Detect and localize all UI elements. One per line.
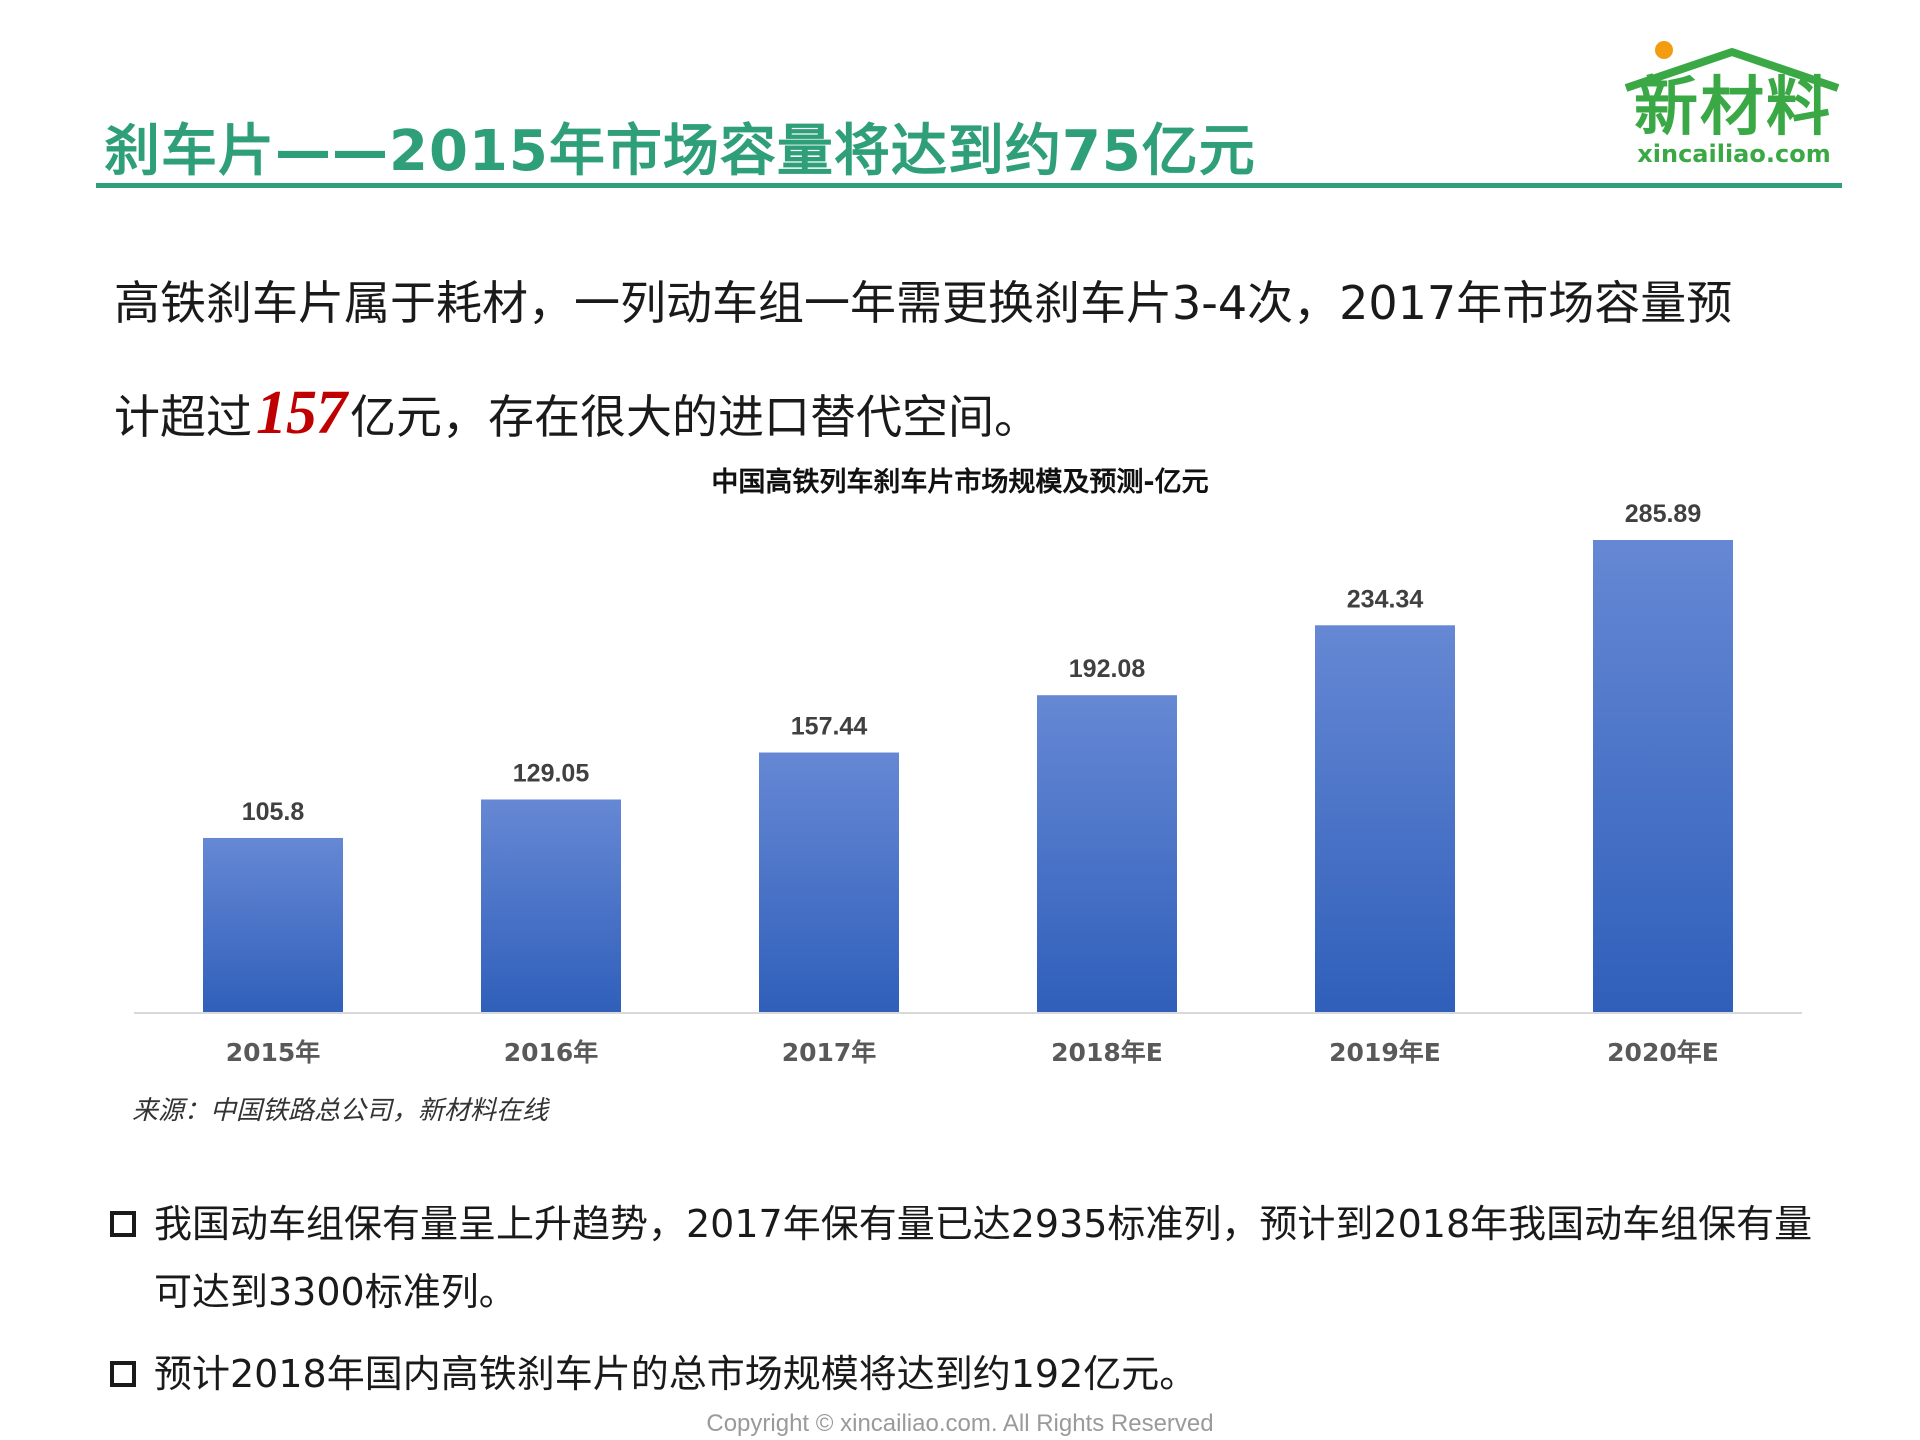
intro-paragraph: 高铁刹车片属于耗材，一列动车组一年需更换刹车片3-4次，2017年市场容量预 计… <box>114 248 1814 472</box>
data-label: 234.34 <box>1347 585 1424 613</box>
bar-chart: 105.8 2015年 129.05 2016年 157.44 2017年 192.08 20… <box>134 500 1802 1067</box>
data-label: 105.8 <box>242 798 305 826</box>
chart-source: 来源：中国铁路总公司，新材料在线 <box>132 1096 549 1126</box>
bar-2018年E <box>1037 695 1177 1013</box>
bullet-item: 预计2018年国内高铁刹车片的总市场规模将达到约192亿元。 <box>108 1340 1828 1408</box>
bullet-item: 我国动车组保有量呈上升趋势，2017年保有量已达2935标准列，预计到2018年… <box>108 1190 1828 1326</box>
x-tick-label: 2016年 <box>504 1038 599 1067</box>
bar-2019年E <box>1315 625 1455 1013</box>
bullet-text: 预计2018年国内高铁刹车片的总市场规模将达到约192亿元。 <box>154 1352 1198 1396</box>
chart-title: 中国高铁列车刹车片市场规模及预测-亿元 <box>711 467 1209 498</box>
intro-line-2-after: 亿元，存在很大的进口替代空间。 <box>350 390 1040 444</box>
logo-domain: xincailiao.com <box>1637 140 1831 168</box>
house-roof-icon <box>1624 41 1840 92</box>
x-tick-label: 2017年 <box>782 1038 877 1067</box>
intro-line-1: 高铁刹车片属于耗材，一列动车组一年需更换刹车片3-4次，2017年市场容量预 <box>114 276 1733 330</box>
highlight-value: 157 <box>256 379 347 447</box>
x-tick-label: 2019年E <box>1329 1038 1441 1067</box>
x-tick-label: 2020年E <box>1607 1038 1719 1067</box>
bar-2020年E <box>1593 540 1733 1013</box>
title-underline <box>96 183 1842 188</box>
x-tick-label: 2018年E <box>1051 1038 1163 1067</box>
logo-wordmark: 新材料 <box>1634 71 1832 145</box>
copyright-footer: Copyright © xincailiao.com. All Rights R… <box>706 1410 1214 1437</box>
intro-line-2: 计超过157亿元，存在很大的进口替代空间。 <box>114 358 1814 472</box>
x-tick-label: 2015年 <box>226 1038 321 1067</box>
data-label: 129.05 <box>513 759 590 787</box>
bar-2015年 <box>203 837 343 1013</box>
bar-2016年 <box>481 799 621 1013</box>
square-bullet-icon <box>110 1361 136 1387</box>
data-label: 157.44 <box>791 713 868 741</box>
bullet-text: 我国动车组保有量呈上升趋势，2017年保有量已达2935标准列，预计到2018年… <box>154 1202 1813 1314</box>
page-title: 刹车片——2015年市场容量将达到约75亿元 <box>104 119 1256 184</box>
brand-logo[interactable]: 新材料 xincailiao.com <box>1612 38 1852 170</box>
data-label: 192.08 <box>1069 655 1146 683</box>
bar-2017年 <box>759 752 899 1013</box>
intro-line-2-before: 计超过 <box>114 390 252 444</box>
sun-dot-icon <box>1655 41 1673 59</box>
bullet-list: 我国动车组保有量呈上升趋势，2017年保有量已达2935标准列，预计到2018年… <box>108 1190 1828 1408</box>
square-bullet-icon <box>110 1211 136 1237</box>
data-label: 285.89 <box>1625 500 1701 528</box>
